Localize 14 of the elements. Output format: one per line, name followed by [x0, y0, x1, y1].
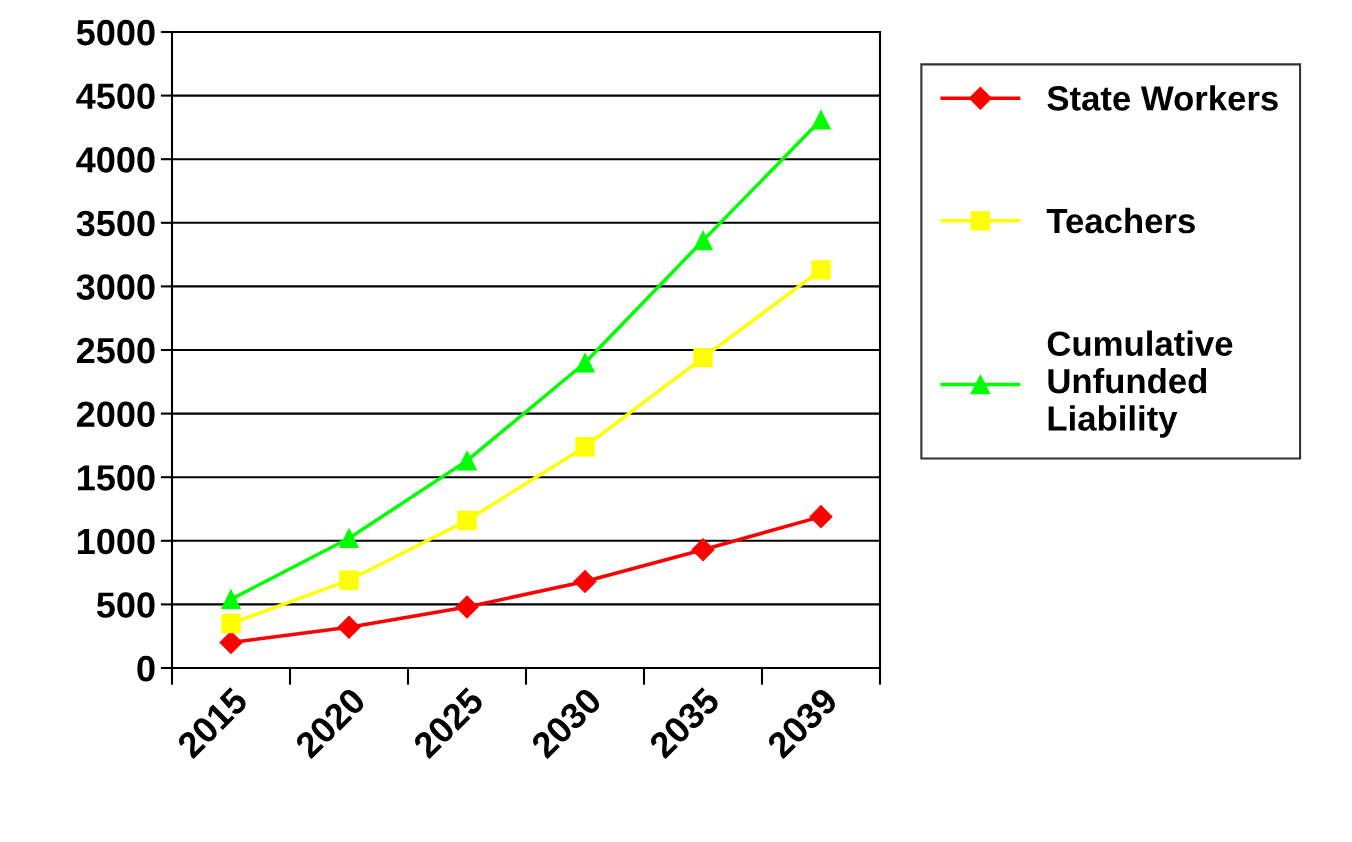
y-tick-label: 500 [96, 592, 155, 618]
y-tick-label: 1500 [77, 465, 155, 491]
legend-label: Cumulative Unfunded Liability [1047, 330, 1233, 438]
y-tick-label: 4000 [76, 147, 155, 173]
y-tick-label: 1000 [77, 528, 155, 555]
y-tick-label: 0 [137, 655, 155, 682]
legend-label: Teachers [1046, 207, 1195, 234]
y-tick-label: 3500 [76, 210, 155, 237]
y-tick-label: 4500 [76, 83, 155, 110]
y-tick-label: 5000 [76, 19, 155, 46]
y-tick-label: 3000 [76, 274, 155, 300]
y-tick-label: 2000 [76, 401, 155, 428]
y-tick-label: 2500 [76, 337, 155, 364]
legend-label: State Workers [1047, 85, 1278, 111]
